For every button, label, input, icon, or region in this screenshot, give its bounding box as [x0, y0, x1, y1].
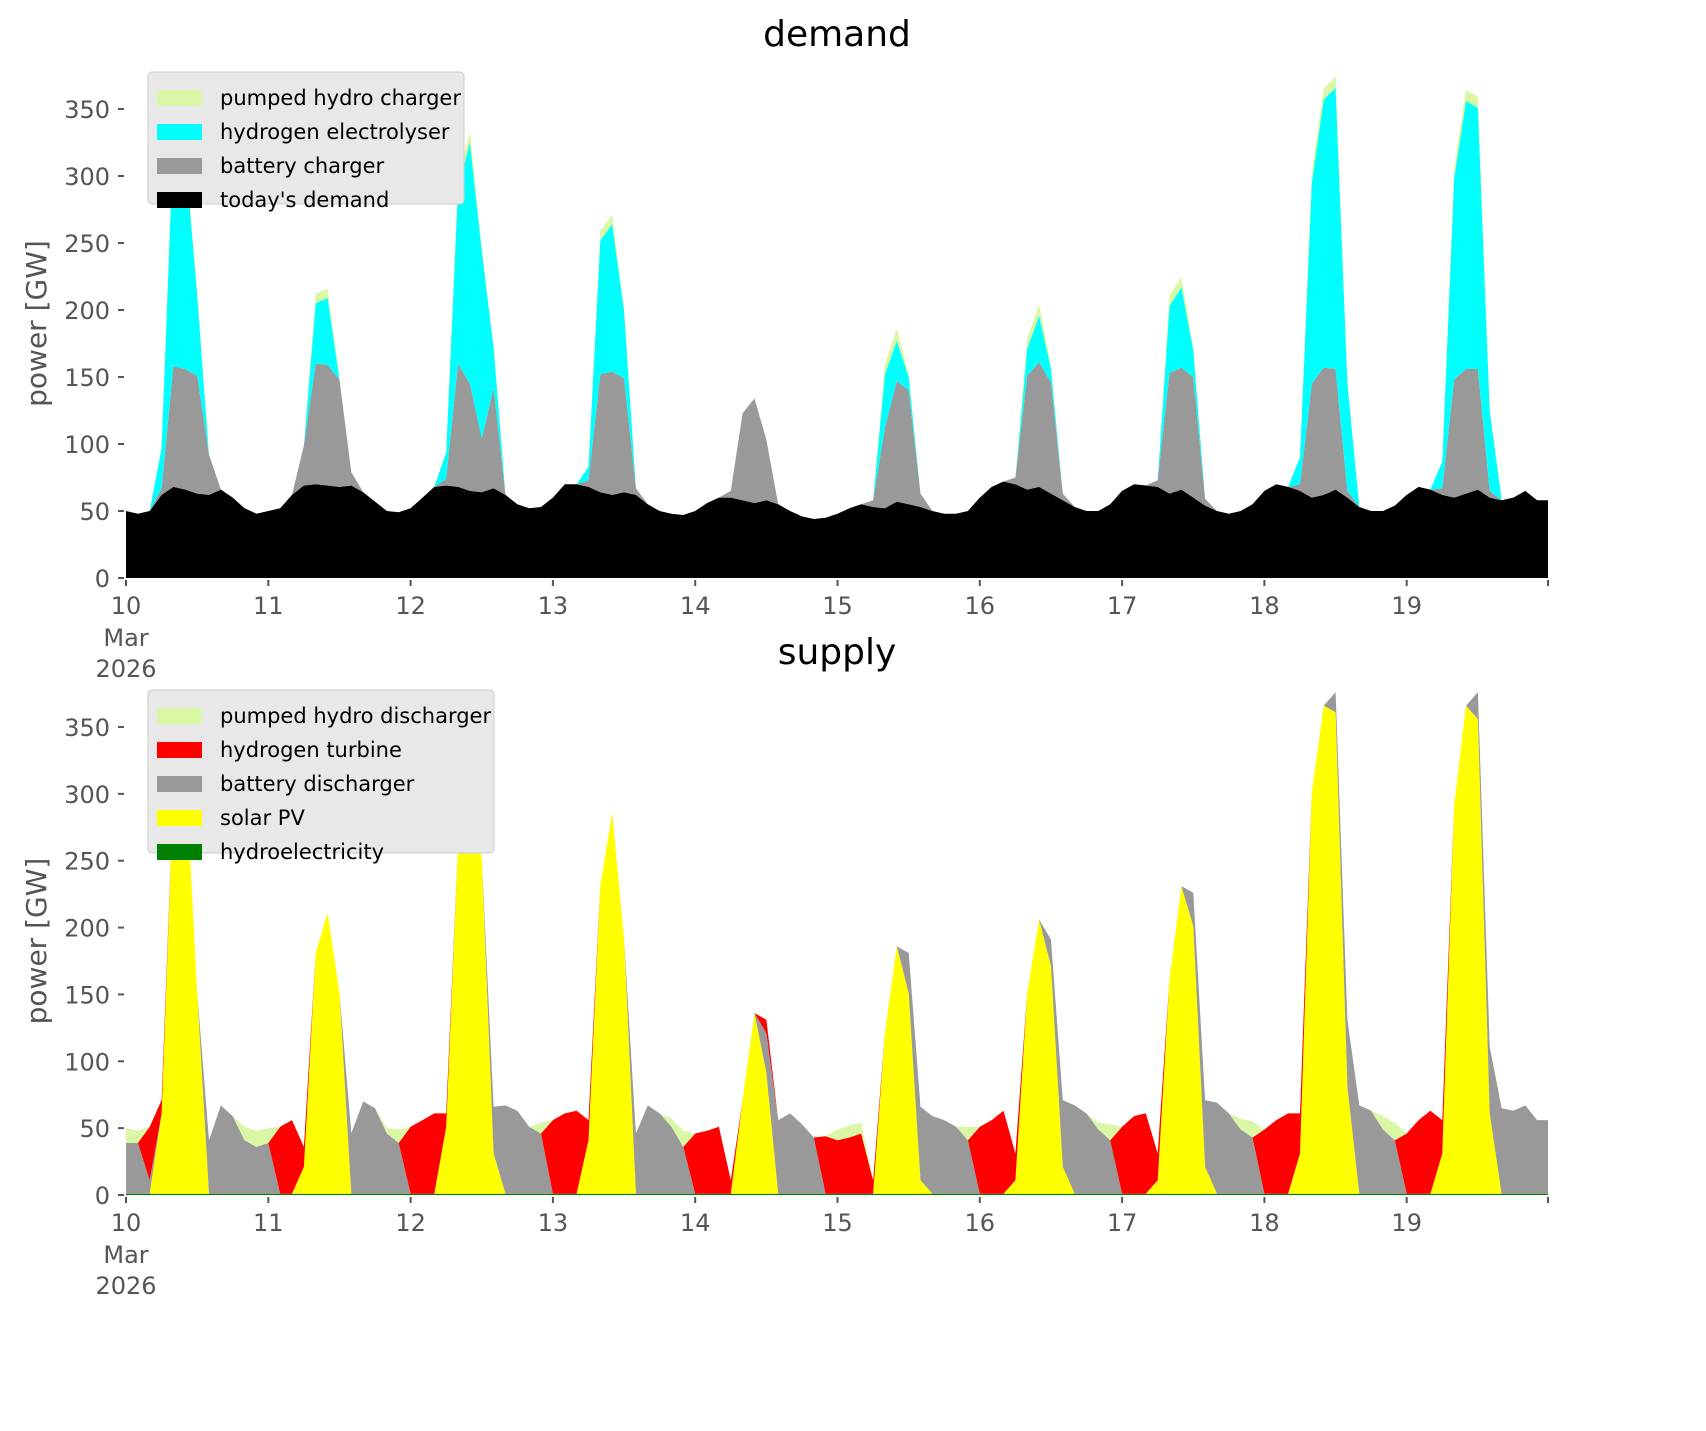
legend-swatch — [157, 124, 202, 140]
y-axis-label: power [GW] — [20, 858, 53, 1025]
legend-label: pumped hydro charger — [220, 86, 461, 110]
area-hydroelectricity — [126, 1193, 1548, 1195]
demand-title: demand — [763, 14, 911, 55]
y-tick-label: 200 — [64, 297, 110, 325]
x-tick-label: 10 — [111, 1209, 142, 1237]
supply-legend: pumped hydro discharger hydrogen turbine b… — [147, 689, 495, 864]
y-tick-label: 0 — [95, 1182, 110, 1210]
y-tick-label: 50 — [79, 498, 110, 526]
y-tick-label: 250 — [64, 848, 110, 876]
legend-swatch — [157, 158, 202, 174]
y-tick-label: 300 — [64, 163, 110, 191]
y-tick-label: 200 — [64, 915, 110, 943]
y-tick-label: 250 — [64, 230, 110, 258]
x-tick-label: 11 — [253, 592, 284, 620]
x-tick-label: 12 — [395, 592, 426, 620]
x-tick-label: 13 — [538, 592, 569, 620]
area-pumped-hydro-discharger — [126, 692, 1548, 1181]
legend-box — [147, 71, 465, 205]
legend-swatch — [157, 192, 202, 208]
x-tick-label: 12 — [395, 1209, 426, 1237]
legend-swatch — [157, 844, 202, 860]
x-tick-label: 19 — [1391, 592, 1422, 620]
legend-swatch — [157, 810, 202, 826]
area-solar-pv — [126, 705, 1548, 1194]
legend-swatch — [157, 776, 202, 792]
legend-label: today's demand — [220, 188, 389, 212]
y-tick-label: 150 — [64, 981, 110, 1009]
y-tick-label: 350 — [64, 714, 110, 742]
legend-label: solar PV — [220, 806, 305, 830]
x-tick-label: 17 — [1107, 1209, 1138, 1237]
x-tick-label: 14 — [680, 1209, 711, 1237]
y-tick-label: 350 — [64, 96, 110, 124]
legend-swatch — [157, 90, 202, 106]
legend-label: hydroelectricity — [220, 840, 384, 864]
supply-chart: supply 0 50 100 150 200 250 300 350 power [GW] 10 1… — [20, 632, 1549, 1300]
x-tick-sublabel: 2026 — [95, 1272, 156, 1300]
x-tick-sublabel: Mar — [103, 624, 148, 652]
y-tick-label: 50 — [79, 1115, 110, 1143]
area-battery-discharger — [126, 692, 1548, 1194]
y-tick-label: 300 — [64, 781, 110, 809]
area-battery-charger — [126, 362, 1548, 519]
legend-label: hydrogen turbine — [220, 738, 402, 762]
demand-legend: pumped hydro charger hydrogen electrolyse… — [147, 71, 465, 212]
demand-chart: demand 0 50 100 150 200 250 300 350 power [GW] 10 1… — [20, 14, 1549, 683]
x-tick-label: 16 — [965, 1209, 996, 1237]
y-tick-label: 100 — [64, 1048, 110, 1076]
legend-label: battery charger — [220, 154, 385, 178]
x-tick-label: 10 — [111, 592, 142, 620]
legend-swatch — [157, 742, 202, 758]
x-tick-sublabel: Mar — [103, 1241, 148, 1269]
x-tick-label: 13 — [538, 1209, 569, 1237]
supply-title: supply — [778, 632, 897, 673]
x-tick-label: 11 — [253, 1209, 284, 1237]
x-tick-label: 14 — [680, 592, 711, 620]
x-tick-label: 16 — [965, 592, 996, 620]
area-hydrogen-turbine — [126, 692, 1548, 1194]
legend-label: pumped hydro discharger — [220, 704, 491, 728]
x-tick-label: 15 — [822, 592, 853, 620]
legend-label: battery discharger — [220, 772, 415, 796]
area-hydrogen-electrolyser — [126, 87, 1548, 519]
x-tick-label: 19 — [1391, 1209, 1422, 1237]
area-today-s-demand — [126, 481, 1548, 578]
legend-box — [147, 689, 495, 854]
y-tick-label: 150 — [64, 364, 110, 392]
x-tick-label: 18 — [1249, 1209, 1280, 1237]
y-axis-label: power [GW] — [20, 240, 53, 407]
y-tick-label: 100 — [64, 431, 110, 459]
x-tick-label: 17 — [1107, 592, 1138, 620]
legend-label: hydrogen electrolyser — [220, 120, 450, 144]
x-tick-label: 18 — [1249, 592, 1280, 620]
y-tick-label: 0 — [95, 565, 110, 593]
x-tick-sublabel: 2026 — [95, 655, 156, 683]
x-tick-label: 15 — [822, 1209, 853, 1237]
legend-swatch — [157, 708, 202, 724]
